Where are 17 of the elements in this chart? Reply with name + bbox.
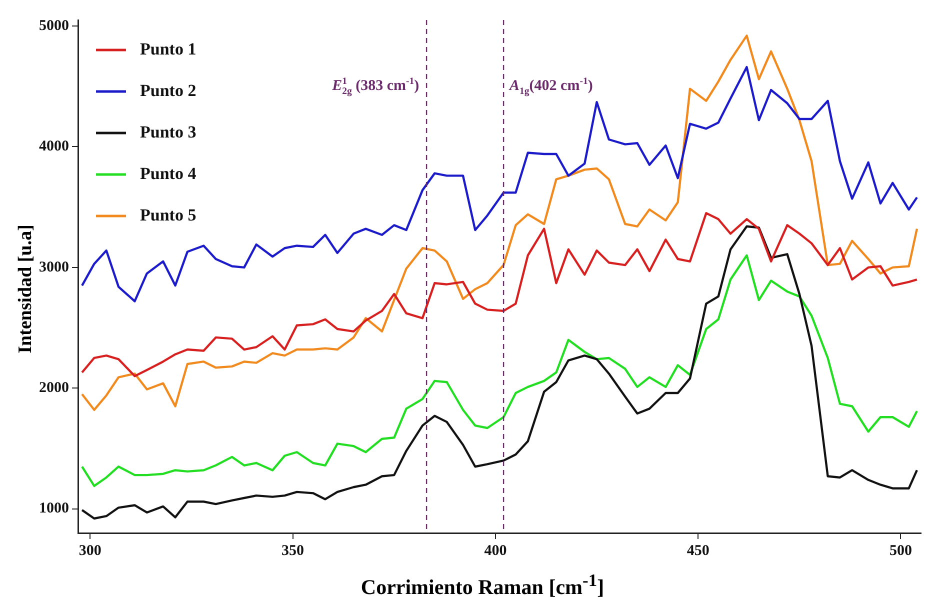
y-tick-label: 1000: [39, 500, 69, 517]
legend-label: Punto 4: [140, 164, 197, 183]
legend-label: Punto 5: [140, 205, 196, 224]
y-tick-label: 3000: [39, 259, 69, 276]
x-tick-label: 500: [889, 542, 912, 559]
y-tick-label: 4000: [39, 138, 69, 155]
x-tick-label: 450: [686, 542, 710, 559]
legend-label: Punto 2: [140, 80, 196, 100]
x-tick-label: 350: [282, 542, 304, 559]
legend-label: Punto 1: [140, 39, 196, 58]
x-tick-label: 400: [484, 542, 507, 559]
x-axis-title: Corrimiento Raman [cm$^{-1}$]: [360, 570, 606, 600]
y-axis-title: Intensidad [u.a]: [15, 224, 37, 356]
y-tick-label: 5000: [39, 18, 69, 34]
legend-label: Punto 3: [140, 122, 196, 142]
x-tick-label: 300: [78, 542, 102, 559]
y-tick-label: 2000: [39, 380, 69, 396]
